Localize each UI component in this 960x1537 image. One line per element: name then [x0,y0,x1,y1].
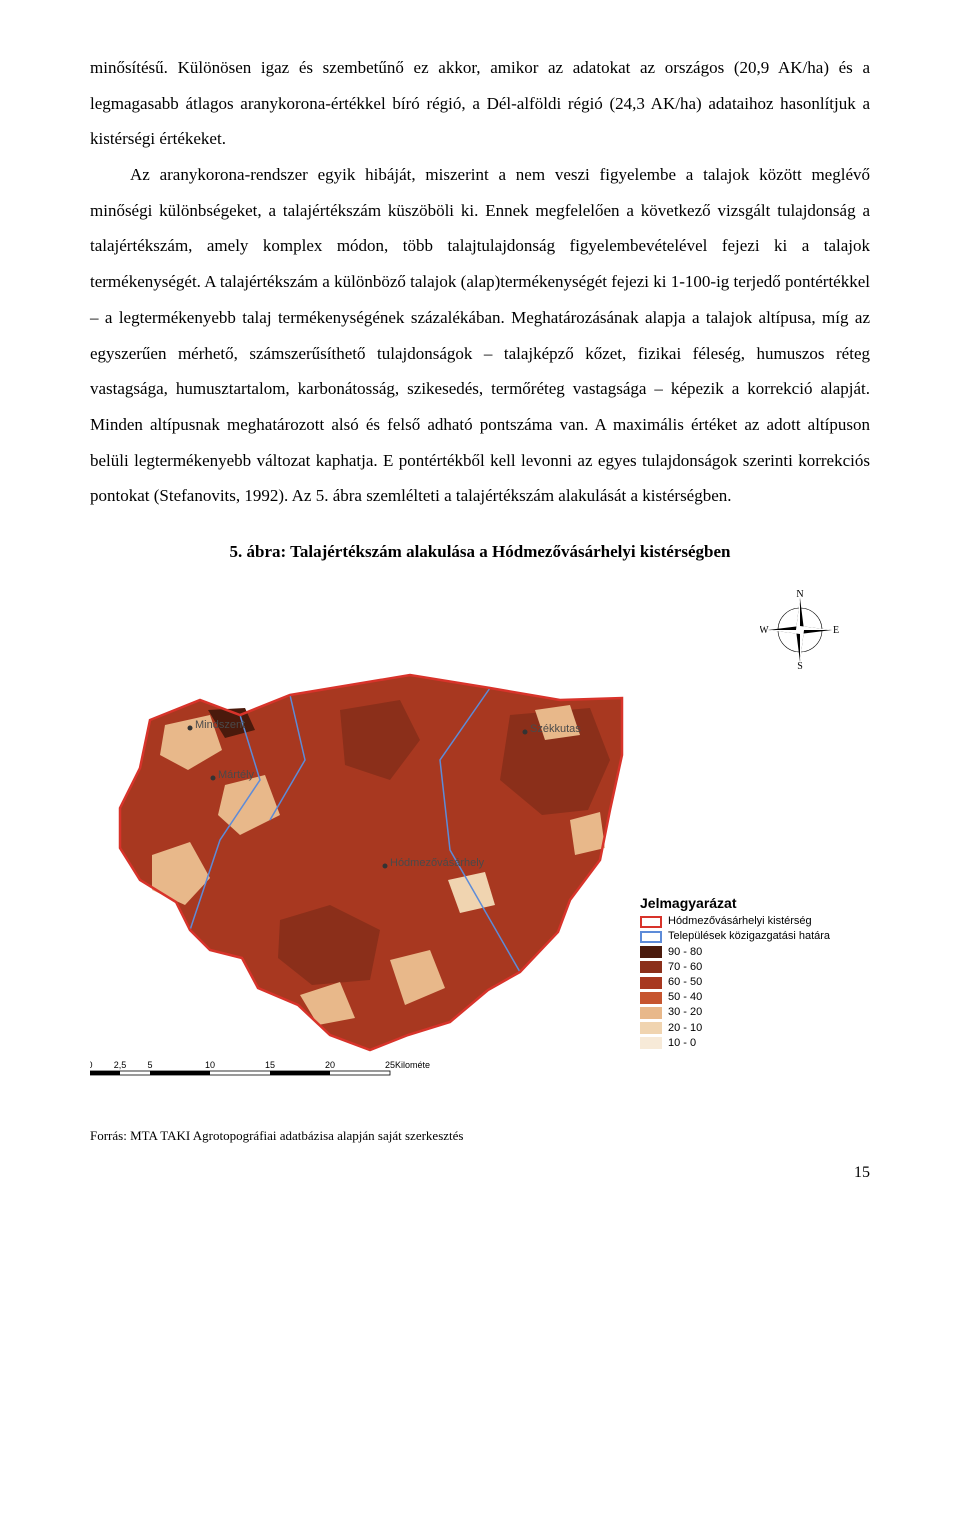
legend-label: 10 - 0 [668,1037,696,1050]
legend-label: 20 - 10 [668,1022,702,1035]
legend-row: 20 - 10 [640,1022,860,1035]
legend-label: 60 - 50 [668,976,702,989]
city-dot [523,729,528,734]
legend-row: 90 - 80 [640,946,860,959]
compass-s: S [797,661,803,670]
legend-row: 30 - 20 [640,1006,860,1019]
legend-title: Jelmagyarázat [640,895,860,911]
legend-row: 10 - 0 [640,1037,860,1050]
city-label-martely: Mártély [218,769,255,781]
scalebar-tick: 0 [90,1060,93,1070]
legend-swatch [640,916,662,928]
scalebar: 0 2,5 5 10 15 20 25 Kilométer [90,1057,430,1090]
map-legend: Jelmagyarázat Hódmezővásárhelyi kistérsé… [640,895,860,1052]
scalebar-tick: 10 [205,1060,215,1070]
body-paragraph-indent: Az aranykorona-rendszer egyik hibáját, m… [90,157,870,514]
para-rest: Az aranykorona-rendszer egyik hibáját, m… [90,165,870,505]
legend-swatch [640,961,662,973]
legend-label: 70 - 60 [668,961,702,974]
city-label-mindszent: Mindszent [195,719,245,731]
legend-swatch [640,1007,662,1019]
legend-swatch [640,946,662,958]
legend-row: Hódmezővásárhelyi kistérség [640,915,860,928]
city-dot [188,725,193,730]
scalebar-tick: 15 [265,1060,275,1070]
para-lead: minősítésű. Különösen igaz és szembetűnő… [90,58,870,148]
compass-e: E [833,625,839,636]
scalebar-tick: 20 [325,1060,335,1070]
legend-swatch [640,1022,662,1034]
legend-label: 90 - 80 [668,946,702,959]
city-label-hodmezovasarhely: Hódmezővásárhely [390,857,485,869]
city-dot [383,863,388,868]
legend-row: 50 - 40 [640,991,860,1004]
legend-swatch [640,992,662,1004]
compass-w: W [760,625,769,636]
compass-rose: N E S W [760,590,840,670]
legend-swatch [640,931,662,943]
map-figure: Mindszent Székkutas Mártély Hódmezővásár… [90,580,870,1100]
city-dot [211,775,216,780]
legend-row: 60 - 50 [640,976,860,989]
scalebar-unit: Kilométer [395,1060,430,1070]
compass-n: N [796,590,803,600]
legend-label: 50 - 40 [668,991,702,1004]
scalebar-tick: 5 [147,1060,152,1070]
page-number: 15 [90,1164,870,1182]
city-label-szekkutas: Székkutas [530,723,581,735]
legend-row: 70 - 60 [640,961,860,974]
legend-label: Települések közigazgatási határa [668,930,830,943]
legend-swatch [640,1037,662,1049]
scalebar-tick: 2,5 [114,1060,127,1070]
figure-title: 5. ábra: Talajértékszám alakulása a Hódm… [90,542,870,562]
scalebar-tick: 25 [385,1060,395,1070]
legend-label: Hódmezővásárhelyi kistérség [668,915,812,928]
legend-swatch [640,977,662,989]
body-paragraph: minősítésű. Különösen igaz és szembetűnő… [90,50,870,157]
legend-row: Települések közigazgatási határa [640,930,860,943]
legend-label: 30 - 20 [668,1006,702,1019]
figure-source: Forrás: MTA TAKI Agrotopográfiai adatbáz… [90,1128,870,1144]
